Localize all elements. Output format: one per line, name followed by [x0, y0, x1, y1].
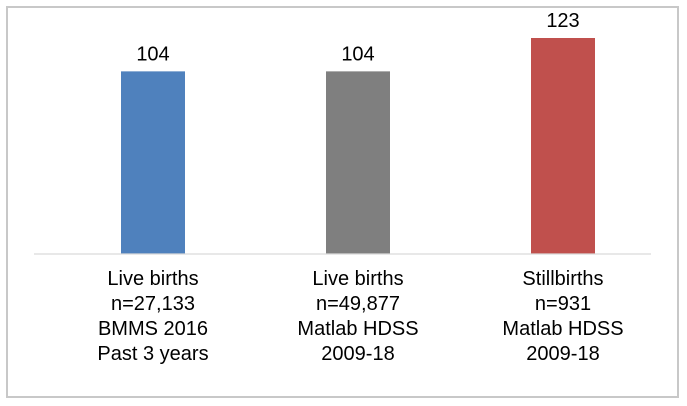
bar-3: [531, 38, 595, 254]
category-label-2-line-2: n=49,877: [316, 293, 400, 315]
bar-chart: 104 104 123: [34, 10, 651, 255]
chart-frame: 104 104 123 Live births n=27,133 BMMS 2016…: [6, 6, 679, 398]
category-label-2-line-1: Live births: [312, 268, 404, 290]
category-label-1-line-2: n=27,133: [111, 293, 195, 315]
category-label-1-line-4: Past 3 years: [97, 343, 209, 365]
bars: [121, 38, 595, 255]
data-label-3: 123: [546, 10, 579, 32]
category-label-1-line-1: Live births: [107, 268, 199, 290]
category-label-1-line-3: BMMS 2016: [97, 318, 209, 340]
category-label-3-line-3: Matlab HDSS: [502, 318, 624, 340]
category-label-2-line-4: 2009-18: [321, 343, 395, 365]
category-label-2-line-3: Matlab HDSS: [297, 318, 419, 340]
category-label-3-line-2: n=931: [534, 293, 592, 315]
category-label-3-line-4: 2009-18: [526, 343, 600, 365]
category-label-3-line-1: Stillbirths: [522, 268, 604, 290]
data-labels: 104 104 123: [136, 10, 579, 65]
bar-2: [326, 71, 390, 255]
category-label-1: Live births n=27,133 BMMS 2016 Past 3 ye…: [53, 267, 253, 367]
data-label-1: 104: [136, 43, 169, 65]
bar-1: [121, 71, 185, 255]
category-label-2: Live births n=49,877 Matlab HDSS 2009-18: [258, 267, 458, 367]
data-label-2: 104: [341, 43, 374, 65]
category-label-3: Stillbirths n=931 Matlab HDSS 2009-18: [463, 267, 663, 367]
